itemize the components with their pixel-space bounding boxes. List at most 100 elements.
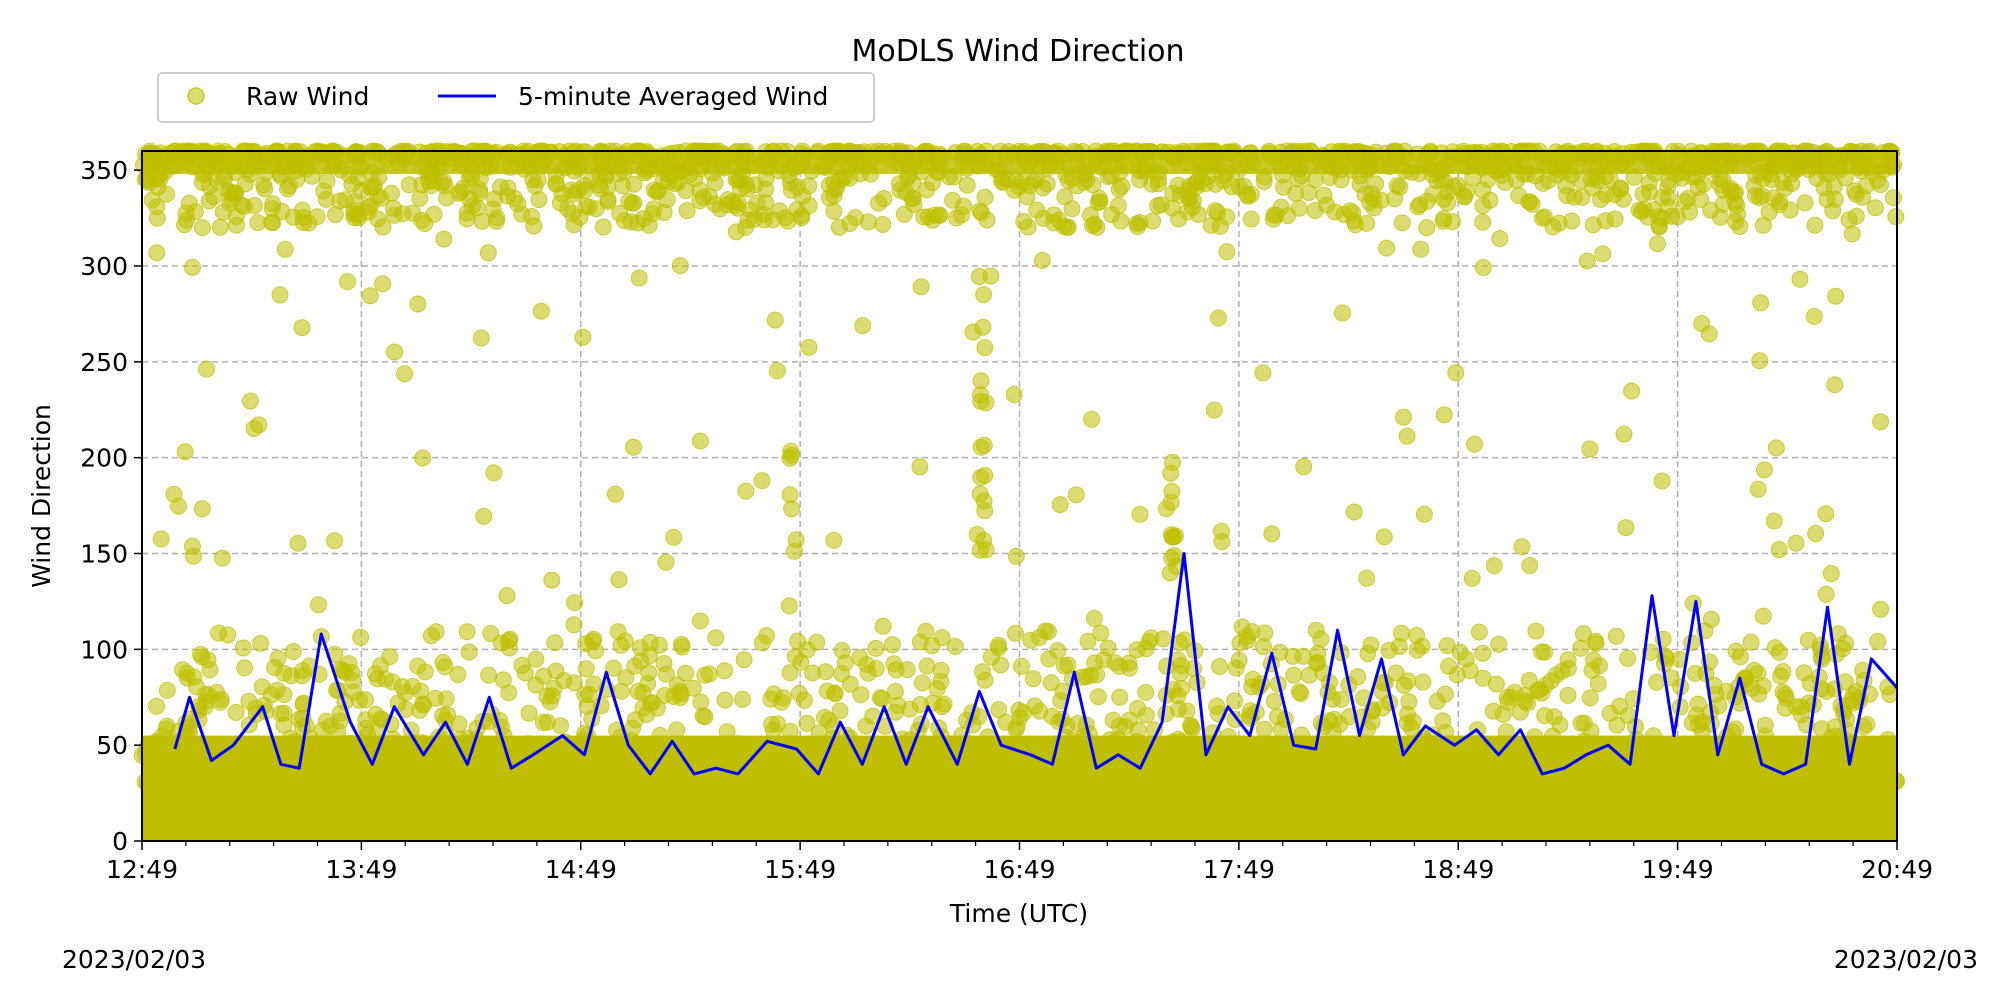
raw-wind-point <box>1414 673 1432 691</box>
raw-wind-point <box>331 741 349 759</box>
raw-wind-point <box>816 709 833 726</box>
raw-wind-point <box>193 219 211 237</box>
raw-wind-point <box>911 458 929 476</box>
raw-wind-point <box>339 273 356 291</box>
raw-wind-point <box>753 634 771 652</box>
raw-wind-point <box>1490 635 1508 653</box>
raw-wind-point <box>1347 216 1364 234</box>
raw-wind-point <box>352 182 370 200</box>
raw-wind-point <box>1508 171 1525 189</box>
raw-wind-point <box>332 161 350 179</box>
raw-wind-point <box>684 679 702 697</box>
raw-wind-point <box>803 162 821 180</box>
raw-wind-point <box>1526 728 1544 746</box>
raw-wind-point <box>148 244 166 262</box>
raw-wind-point <box>1879 678 1897 696</box>
raw-wind-point <box>1473 155 1491 173</box>
raw-wind-point <box>169 751 187 769</box>
raw-wind-point <box>758 151 776 169</box>
raw-wind-point <box>1771 193 1789 211</box>
raw-wind-point <box>1474 644 1492 662</box>
raw-wind-point <box>924 174 941 192</box>
raw-wind-point <box>202 147 220 164</box>
raw-wind-point <box>846 770 864 788</box>
raw-wind-point <box>547 662 565 680</box>
raw-wind-point <box>513 656 531 674</box>
raw-wind-point <box>1795 664 1813 682</box>
raw-wind-point <box>1653 472 1671 490</box>
raw-wind-point <box>216 759 234 776</box>
raw-wind-point <box>1332 171 1350 189</box>
raw-wind-point <box>1869 632 1887 650</box>
raw-wind-point <box>187 678 205 696</box>
raw-wind-point <box>1504 773 1522 791</box>
raw-wind-point <box>1272 198 1290 216</box>
raw-wind-point <box>486 190 504 208</box>
raw-wind-point <box>912 278 930 296</box>
raw-wind-point <box>1089 194 1107 212</box>
raw-wind-point <box>801 773 819 791</box>
raw-wind-point <box>915 208 933 226</box>
raw-wind-point <box>1180 178 1198 195</box>
raw-wind-point <box>641 633 659 651</box>
raw-wind-point <box>419 160 437 178</box>
chart-title: MoDLS Wind Direction <box>851 34 1184 69</box>
raw-wind-point <box>1406 757 1424 775</box>
raw-wind-point <box>381 648 399 666</box>
raw-wind-point <box>1553 738 1571 755</box>
raw-wind-point <box>467 773 485 791</box>
raw-wind-point <box>645 200 663 218</box>
raw-wind-point <box>1649 235 1667 253</box>
raw-wind-point <box>1533 684 1550 702</box>
raw-wind-point <box>1510 187 1528 205</box>
raw-wind-point <box>1290 683 1308 701</box>
raw-wind-point <box>707 629 725 647</box>
raw-wind-point <box>357 720 375 737</box>
raw-wind-point <box>630 269 648 287</box>
raw-wind-point <box>1428 692 1446 710</box>
raw-wind-point <box>1754 216 1772 234</box>
raw-wind-point <box>1263 758 1281 775</box>
raw-wind-point <box>1755 461 1773 479</box>
raw-wind-point <box>1418 219 1436 237</box>
raw-wind-point <box>480 666 498 684</box>
raw-wind-point <box>414 695 432 713</box>
raw-wind-point <box>1448 666 1466 684</box>
raw-wind-point <box>974 663 991 681</box>
raw-wind-point <box>1494 161 1512 178</box>
raw-wind-point <box>1185 660 1202 678</box>
raw-wind-point <box>409 295 427 313</box>
raw-wind-point <box>1607 627 1625 645</box>
raw-wind-point <box>1718 682 1735 700</box>
raw-wind-point <box>193 500 211 518</box>
raw-wind-point <box>852 686 870 704</box>
raw-wind-point <box>1162 464 1180 482</box>
raw-wind-point <box>1206 202 1224 220</box>
raw-wind-point <box>958 176 976 194</box>
raw-wind-point <box>1453 760 1471 777</box>
raw-wind-point <box>858 656 876 674</box>
raw-wind-point <box>1295 458 1313 476</box>
raw-wind-point <box>148 209 166 227</box>
raw-wind-point <box>1033 251 1051 269</box>
raw-wind-point <box>1766 639 1784 657</box>
raw-wind-point <box>662 771 680 789</box>
raw-wind-point <box>1539 150 1557 168</box>
raw-wind-point <box>831 702 849 720</box>
raw-wind-point <box>941 774 959 792</box>
raw-wind-point <box>918 657 936 675</box>
raw-wind-point <box>242 392 259 410</box>
raw-wind-point <box>1113 765 1131 783</box>
raw-wind-point <box>1605 766 1622 784</box>
raw-wind-point <box>565 216 583 234</box>
raw-wind-point <box>1233 618 1251 636</box>
raw-wind-point <box>1161 752 1179 770</box>
raw-wind-point <box>1306 202 1324 219</box>
raw-wind-point <box>197 692 215 710</box>
raw-wind-point <box>1045 145 1063 162</box>
raw-wind-point <box>1165 547 1183 565</box>
raw-wind-point <box>447 774 465 792</box>
raw-wind-point <box>612 682 630 700</box>
raw-wind-point <box>1666 766 1684 783</box>
raw-wind-point <box>925 744 943 762</box>
